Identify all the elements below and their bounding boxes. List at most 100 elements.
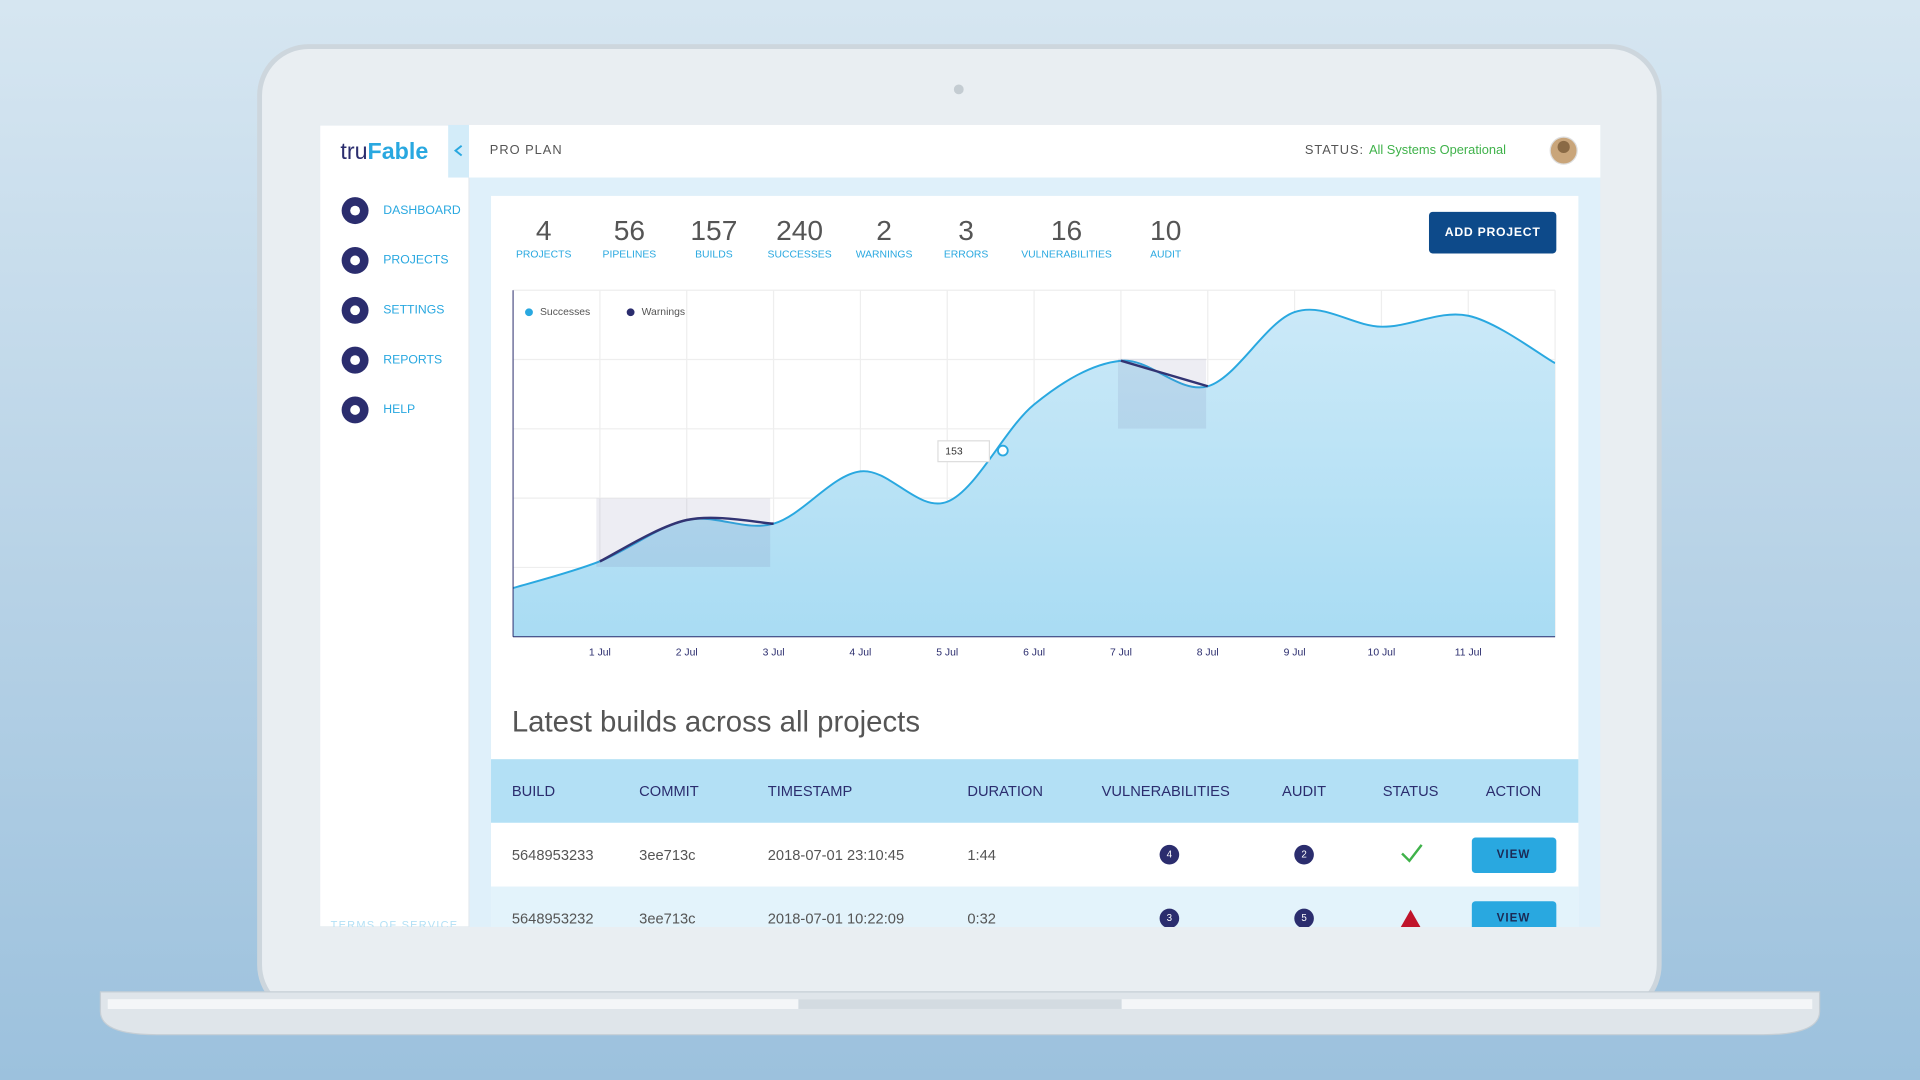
area bbox=[513, 309, 1556, 637]
column-header: DURATION bbox=[967, 784, 1043, 800]
view-button[interactable] bbox=[1471, 901, 1557, 937]
x-tick-label: 2 Jul bbox=[676, 647, 698, 658]
stat-value: 56 bbox=[614, 215, 645, 246]
stat-label: ERRORS bbox=[944, 249, 989, 260]
column-header: STATUS bbox=[1383, 784, 1439, 800]
count-badge bbox=[1159, 844, 1180, 865]
status-success-icon bbox=[1401, 844, 1423, 863]
stat-label: VULNERABILITIES bbox=[1021, 249, 1112, 260]
stat-label: WARNINGS bbox=[856, 249, 913, 260]
nav-icon-detail bbox=[350, 405, 360, 415]
view-label: VIEW bbox=[1497, 911, 1531, 924]
badge-count: 2 bbox=[1301, 849, 1306, 860]
sidebar bbox=[319, 124, 470, 927]
stat-label: PIPELINES bbox=[603, 249, 657, 260]
top-bar bbox=[468, 124, 1601, 178]
column-header: ACTION bbox=[1486, 784, 1542, 800]
nav-item[interactable]: SETTINGS bbox=[383, 303, 444, 317]
button-label: ADD PROJECT bbox=[1445, 225, 1541, 239]
avatar-face bbox=[1557, 140, 1570, 154]
x-tick-label: 3 Jul bbox=[763, 647, 785, 658]
tooltip-label: 153 bbox=[945, 447, 963, 458]
stat-value: 3 bbox=[958, 215, 974, 246]
screen: truFable PRO PLAN STATUS: All Systems Op… bbox=[319, 124, 1601, 937]
x-tick-label: 9 Jul bbox=[1284, 647, 1306, 658]
collapse-icon bbox=[453, 144, 463, 157]
table-row bbox=[491, 886, 1579, 927]
count-badge bbox=[1294, 908, 1314, 927]
camera bbox=[953, 84, 964, 95]
table-cell: 2018-07-01 23:10:45 bbox=[768, 848, 904, 864]
x-tick-label: 10 Jul bbox=[1368, 647, 1396, 658]
x-tick-label: 11 Jul bbox=[1455, 647, 1482, 658]
section-title: Latest builds across all projects bbox=[512, 705, 920, 738]
terms-link[interactable]: TERMS OF SERVICE bbox=[331, 920, 459, 932]
highlight-range bbox=[596, 498, 771, 567]
stat-label: PROJECTS bbox=[516, 249, 571, 260]
nav-item[interactable]: REPORTS bbox=[383, 352, 442, 366]
table-header bbox=[491, 759, 1579, 823]
badge-count: 4 bbox=[1167, 849, 1173, 860]
stat-label: SUCCESSES bbox=[768, 249, 832, 260]
badge-count: 3 bbox=[1167, 913, 1173, 924]
column-header: TIMESTAMP bbox=[768, 784, 853, 800]
stat-value: 157 bbox=[690, 215, 737, 246]
status-label: STATUS: bbox=[1305, 142, 1364, 157]
chart: 1 Jul 2 Jul 3 Jul 4 Jul 5 Jul 6 Jul 7 Jul 8 Jul… bbox=[512, 289, 1556, 658]
table: BUILD COMMIT TIMESTAMP DURATION VULNERABILIT… bbox=[512, 784, 1557, 937]
status-error-icon bbox=[1400, 909, 1421, 927]
stat-label: AUDIT bbox=[1150, 249, 1182, 260]
table-cell: 0:32 bbox=[967, 911, 996, 927]
x-tick-label: 8 Jul bbox=[1197, 647, 1219, 658]
table-cell: 5648953233 bbox=[512, 848, 594, 864]
stat-value: 10 bbox=[1150, 215, 1181, 246]
highlight-range bbox=[1117, 358, 1207, 429]
logo: truFable bbox=[340, 138, 428, 164]
view-label: VIEW bbox=[1497, 848, 1531, 861]
count-badge bbox=[1159, 908, 1180, 927]
column-header: BUILD bbox=[512, 784, 555, 800]
logo-prefix: tru bbox=[340, 138, 367, 164]
x-tick-label: 4 Jul bbox=[849, 647, 871, 658]
nav-item[interactable]: PROJECTS bbox=[383, 253, 448, 267]
x-tick-label: 1 Jul bbox=[589, 647, 611, 658]
line bbox=[599, 359, 1209, 563]
collapse-tab[interactable] bbox=[448, 124, 469, 178]
x-tick-label: 7 Jul bbox=[1110, 647, 1132, 658]
logo-name: Fable bbox=[368, 138, 429, 164]
legend-marker bbox=[525, 308, 533, 317]
view-button[interactable] bbox=[1471, 837, 1557, 874]
x-tick-label: 6 Jul bbox=[1023, 647, 1045, 658]
tooltip bbox=[937, 440, 991, 463]
status: All Systems Operational bbox=[1369, 142, 1506, 157]
stat-value: 4 bbox=[536, 215, 552, 246]
nav-icon-detail bbox=[350, 355, 360, 366]
plot bbox=[513, 308, 1556, 637]
column-header: COMMIT bbox=[639, 784, 699, 800]
table-row bbox=[491, 822, 1579, 887]
laptop-base bbox=[99, 991, 1821, 1036]
count-badge bbox=[1294, 844, 1314, 865]
badge-count: 5 bbox=[1301, 913, 1307, 924]
table-cell: 5648953232 bbox=[512, 911, 594, 927]
column-header: AUDIT bbox=[1282, 784, 1326, 800]
legend-label: Successes bbox=[540, 307, 590, 318]
base-notch bbox=[798, 999, 1122, 1009]
nav-icon-detail bbox=[350, 205, 360, 216]
nav-item[interactable]: DASHBOARD bbox=[383, 203, 461, 217]
x-tick-label: 5 Jul bbox=[936, 647, 958, 658]
table-cell: 3ee713c bbox=[639, 848, 695, 864]
nav-item[interactable]: HELP bbox=[383, 402, 415, 416]
nav-icon-detail bbox=[350, 305, 360, 316]
table-cell: 1:44 bbox=[967, 848, 996, 864]
legend-label: Warnings bbox=[642, 307, 686, 318]
stat-value: 240 bbox=[776, 215, 823, 246]
column-header: VULNERABILITIES bbox=[1102, 784, 1230, 800]
plan: PRO PLAN bbox=[490, 142, 563, 157]
stat-label: BUILDS bbox=[695, 249, 733, 260]
tooltip-point bbox=[997, 444, 1009, 457]
add-project-button[interactable] bbox=[1428, 211, 1557, 254]
stat-value: 16 bbox=[1051, 215, 1082, 246]
